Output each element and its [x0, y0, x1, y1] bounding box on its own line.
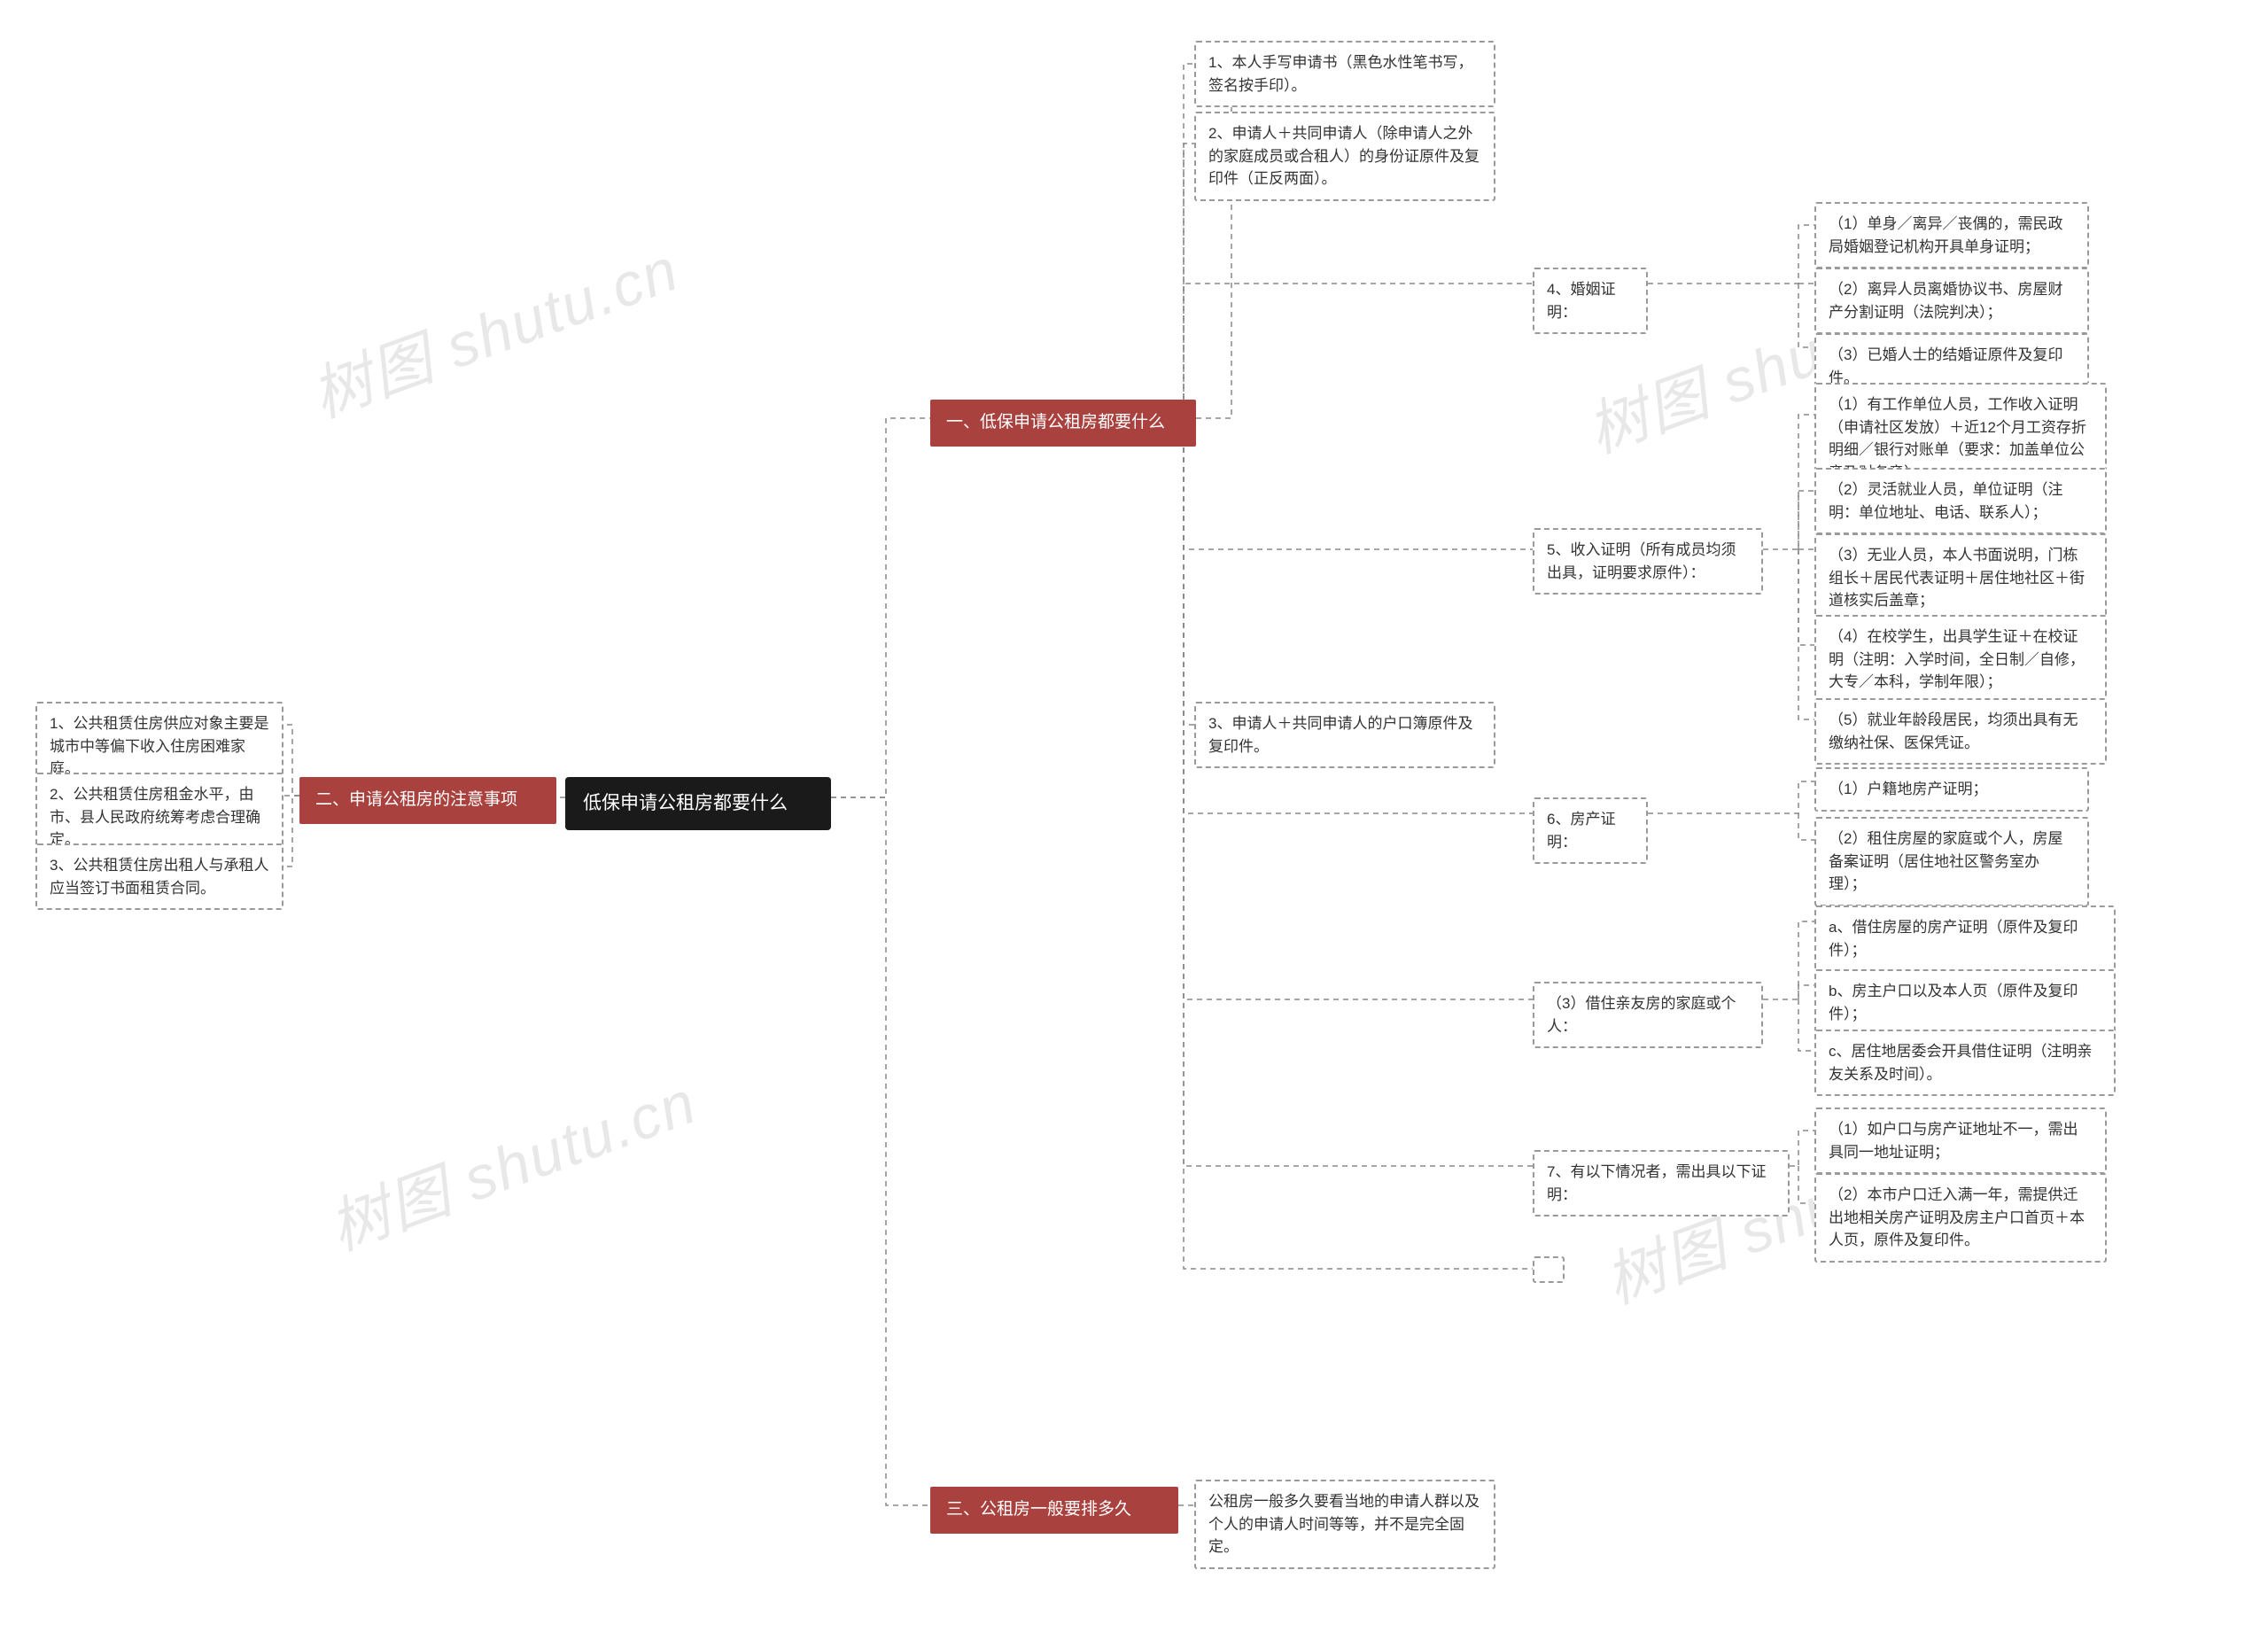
s1-6-item: （1）户籍地房产证明； — [1814, 767, 2089, 812]
s1-5-item: （3）无业人员，本人书面说明，门栋组长＋居民代表证明＋居住地社区＋街道核实后盖章… — [1814, 533, 2107, 623]
s1-income: 5、收入证明（所有成员均须出具，证明要求原件）： — [1533, 528, 1763, 595]
s2-item: 3、公共租赁住房出租人与承租人应当签订书面租赁合同。 — [35, 843, 284, 910]
s3-item: 公租房一般多久要看当地的申请人群以及个人的申请人时间等等，并不是完全固定。 — [1194, 1480, 1495, 1569]
s1-7-item: （2）本市户口迁入满一年，需提供迁出地相关房产证明及房主户口首页＋本人页，原件及… — [1814, 1173, 2107, 1263]
s1-7-item: （1）如户口与房产证地址不一，需出具同一地址证明； — [1814, 1108, 2107, 1174]
s1-marriage: 4、婚姻证明： — [1533, 268, 1648, 334]
s1-5-item: （5）就业年龄段居民，均须出具有无缴纳社保、医保凭证。 — [1814, 698, 2107, 765]
s1-empty — [1533, 1256, 1565, 1283]
s1-6c-item: b、房主户口以及本人页（原件及复印件）； — [1814, 969, 2116, 1036]
s1-6-item: （2）租住房屋的家庭或个人，房屋备案证明（居住地社区警务室办理）； — [1814, 817, 2089, 906]
s1-property: 6、房产证明： — [1533, 797, 1648, 864]
mindmap-root: 低保申请公租房都要什么 — [565, 777, 831, 830]
s1-item: 3、申请人＋共同申请人的户口簿原件及复印件。 — [1194, 702, 1495, 768]
s1-5-item: （4）在校学生，出具学生证＋在校证明（注明：入学时间，全日制／自修，大专／本科，… — [1814, 615, 2107, 704]
s1-5-item: （2）灵活就业人员，单位证明（注明：单位地址、电话、联系人）； — [1814, 468, 2107, 534]
section-3: 三、公租房一般要排多久 — [930, 1487, 1178, 1534]
s1-item: 1、本人手写申请书（黑色水性笔书写，签名按手印）。 — [1194, 41, 1495, 107]
section-2: 二、申请公租房的注意事项 — [299, 777, 556, 824]
watermark: 树图 shutu.cn — [315, 1053, 707, 1267]
s1-6c-item: a、借住房屋的房产证明（原件及复印件）； — [1814, 905, 2116, 972]
s1-item: 2、申请人＋共同申请人（除申请人之外的家庭成员或合租人）的身份证原件及复印件（正… — [1194, 112, 1495, 201]
section-1: 一、低保申请公租房都要什么 — [930, 400, 1196, 447]
s1-borrow: （3）借住亲友房的家庭或个人： — [1533, 982, 1763, 1048]
s1-6c-item: c、居住地居委会开具借住证明（注明亲友关系及时间）。 — [1814, 1030, 2116, 1096]
s1-extra: 7、有以下情况者，需出具以下证明： — [1533, 1150, 1790, 1216]
s1-4-item: （2）离异人员离婚协议书、房屋财产分割证明（法院判决）； — [1814, 268, 2089, 334]
watermark: 树图 shutu.cn — [298, 221, 689, 434]
s1-4-item: （1）单身／离异／丧偶的，需民政局婚姻登记机构开具单身证明； — [1814, 202, 2089, 268]
